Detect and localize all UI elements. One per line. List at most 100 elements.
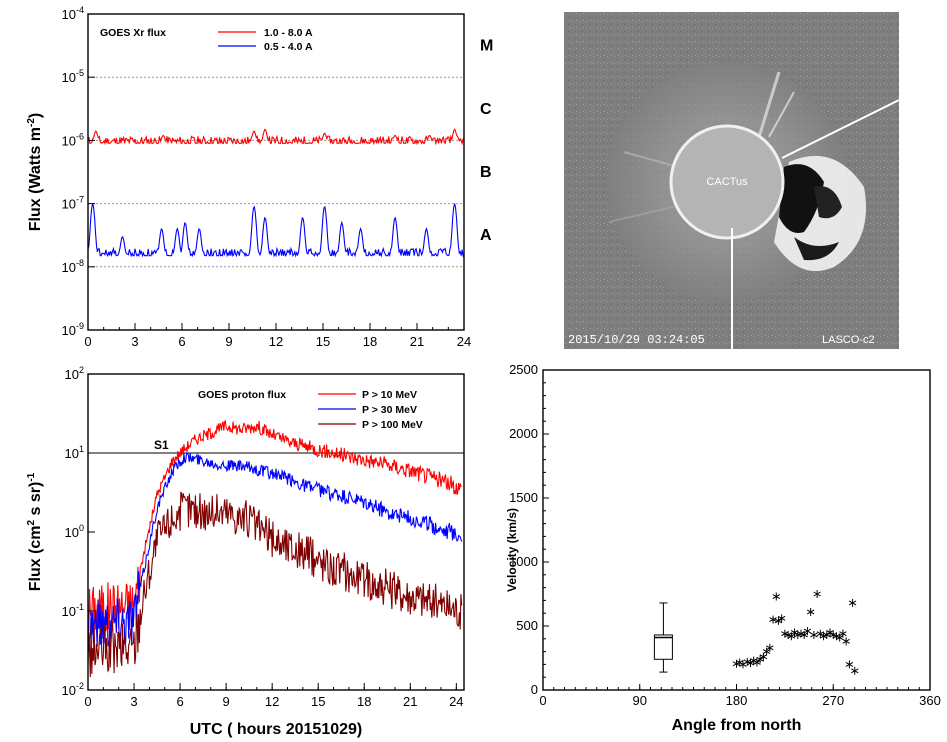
- velocity-point: [777, 614, 786, 623]
- velocity-point-stroke: [772, 594, 781, 599]
- proton-series-line: [87, 491, 463, 678]
- velocity-point-stroke: [762, 649, 771, 655]
- proton-x-axis-label: UTC ( hours 20151029): [190, 721, 363, 738]
- velocity-point: [759, 652, 768, 661]
- velocity-y-tick-label: 1000: [509, 554, 538, 569]
- velocity-x-tick-label: 270: [822, 693, 844, 708]
- velocity-point: [746, 659, 755, 668]
- coronagraph-image: CACTus 2015/10/29 03:24:05 LASCO-c2: [564, 12, 899, 349]
- velocity-point-stroke: [806, 609, 815, 615]
- velocity-y-tick-label: 0: [531, 682, 538, 697]
- velocity-y-tick-label: 500: [516, 618, 538, 633]
- xray-class-label: C: [480, 101, 492, 118]
- proton-x-tick-label: 21: [403, 694, 417, 709]
- velocity-point-stroke: [816, 631, 825, 637]
- velocity-point-stroke: [851, 668, 859, 674]
- velocity-y-tick-label: 2000: [509, 426, 538, 441]
- velocity-point: [842, 637, 850, 646]
- velocity-point: [803, 627, 812, 636]
- instrument-label: LASCO-c2: [822, 334, 875, 346]
- velocity-point: [766, 643, 774, 652]
- velocity-plot-frame: [542, 369, 931, 691]
- velocity-point-stroke: [839, 631, 847, 637]
- xray-y-tick-label: 10-8: [62, 258, 84, 275]
- velocity-point-stroke: [800, 632, 808, 638]
- velocity-point: [790, 628, 799, 637]
- proton-y-tick-label: 10-1: [62, 602, 84, 619]
- timestamp-label: 2015/10/29 03:24:05: [568, 333, 705, 347]
- velocity-point-stroke: [759, 654, 768, 660]
- velocity-y-tick-label: 1500: [509, 490, 538, 505]
- proton-x-tick-label: 24: [449, 694, 463, 709]
- xray-x-tick-label: 3: [131, 334, 138, 349]
- velocity-point-stroke: [842, 638, 850, 644]
- velocity-x-axis-label: Angle from north: [672, 717, 802, 734]
- xray-x-tick-label: 6: [178, 334, 185, 349]
- velocity-y-tick-label: 2500: [509, 362, 538, 377]
- velocity-point-stroke: [845, 661, 854, 667]
- xray-y-tick-label: 10-6: [62, 131, 84, 148]
- velocity-point-stroke: [756, 656, 764, 662]
- xray-series-line: [87, 203, 465, 258]
- velocity-point: [772, 592, 781, 601]
- xray-series-line: [87, 128, 465, 146]
- xray-y-tick-label: 10-7: [62, 195, 84, 212]
- xray-class-label: B: [480, 164, 492, 181]
- velocity-point-stroke: [769, 617, 777, 623]
- lasco-image-panel: CACTus 2015/10/29 03:24:05 LASCO-c2: [564, 12, 899, 349]
- proton-x-tick-label: 18: [357, 694, 371, 709]
- velocity-box: [653, 634, 673, 660]
- xray-legend-entry: 0.5 - 4.0 A: [264, 41, 313, 53]
- velocity-point-stroke: [753, 660, 761, 665]
- proton-y-tick-label: 102: [65, 365, 84, 382]
- cactus-label: CACTus: [706, 176, 748, 188]
- velocity-point-stroke: [810, 632, 818, 638]
- xray-x-tick-label: 12: [269, 334, 283, 349]
- proton-y-tick-label: 100: [65, 523, 84, 540]
- occulter-disk: [669, 124, 785, 240]
- xray-class-label: A: [480, 227, 492, 244]
- proton-legend-entry: P > 30 MeV: [362, 404, 417, 416]
- velocity-x-tick-label: 0: [539, 693, 546, 708]
- xray-y-tick-label: 10-9: [62, 321, 84, 338]
- velocity-point-stroke: [766, 645, 774, 651]
- velocity-point: [810, 630, 818, 639]
- proton-y-tick-label: 101: [65, 444, 84, 461]
- proton-x-tick-label: 3: [130, 694, 137, 709]
- velocity-point-stroke: [746, 660, 755, 666]
- xray-x-tick-label: 21: [410, 334, 424, 349]
- velocity-point-stroke: [777, 615, 786, 621]
- proton-x-tick-label: 12: [265, 694, 279, 709]
- xray-plot-frame: [87, 13, 465, 331]
- velocity-point: [816, 629, 825, 638]
- proton-x-tick-label: 6: [176, 694, 183, 709]
- velocity-point: [756, 655, 764, 664]
- proton-x-tick-label: 9: [223, 694, 230, 709]
- xray-x-tick-label: 18: [363, 334, 377, 349]
- xray-y-axis-label: Flux (Watts m-2): [26, 113, 44, 232]
- velocity-point: [835, 633, 844, 642]
- proton-s1-annotation: S1: [154, 438, 169, 452]
- proton-legend-title: GOES proton flux: [198, 389, 286, 401]
- velocity-point: [787, 632, 796, 641]
- velocity-point-stroke: [774, 618, 783, 624]
- xray-class-label: M: [480, 38, 493, 55]
- velocity-point-stroke: [835, 635, 844, 640]
- velocity-point-stroke: [826, 629, 834, 635]
- velocity-point-stroke: [848, 600, 857, 606]
- xray-y-tick-label: 10-4: [62, 5, 84, 22]
- velocity-x-tick-label: 90: [633, 693, 647, 708]
- velocity-point-stroke: [823, 632, 831, 638]
- velocity-point: [806, 607, 815, 616]
- proton-x-tick-label: 0: [84, 694, 91, 709]
- velocity-point-stroke: [790, 629, 799, 635]
- velocity-point: [753, 658, 761, 667]
- velocity-point: [823, 630, 831, 639]
- proton-y-axis-label: Flux (cm2 s sr)-1: [26, 472, 44, 591]
- proton-legend-entry: P > 10 MeV: [362, 389, 417, 401]
- velocity-point: [762, 647, 771, 656]
- xray-x-tick-label: 24: [457, 334, 471, 349]
- xray-legend-title: GOES Xr flux: [100, 27, 166, 39]
- velocity-y-axis-label: Velocity (km/s): [505, 508, 519, 592]
